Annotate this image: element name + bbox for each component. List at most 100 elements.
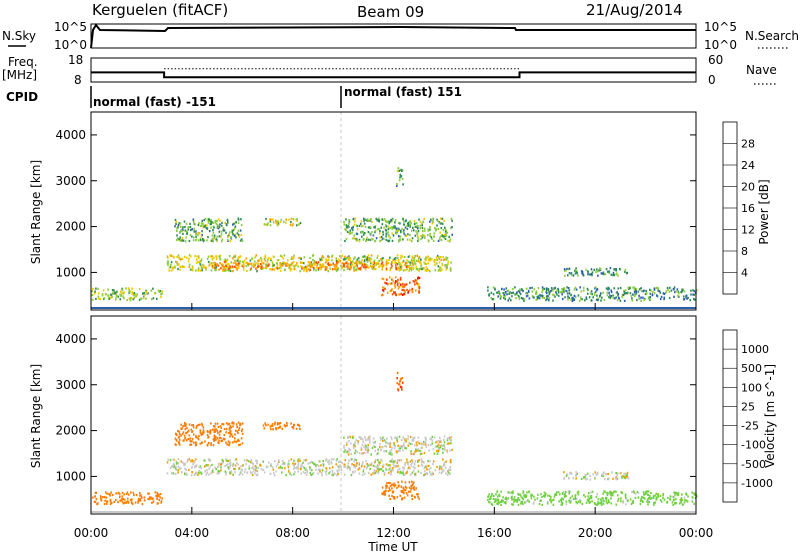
echo-pixel bbox=[444, 228, 447, 231]
echo-pixel bbox=[395, 232, 398, 235]
echo-pixel bbox=[407, 438, 409, 441]
echo-pixel bbox=[565, 269, 567, 272]
echo-pixel bbox=[544, 495, 546, 498]
echo-pixel bbox=[96, 503, 98, 506]
echo-pixel bbox=[372, 472, 374, 475]
echo-pixel bbox=[197, 438, 200, 441]
echo-pixel bbox=[637, 496, 640, 499]
echo-pixel bbox=[432, 448, 435, 451]
echo-pixel bbox=[200, 266, 203, 269]
echo-pixel bbox=[290, 263, 292, 266]
echo-pixel bbox=[428, 449, 431, 452]
echo-pixel bbox=[389, 466, 392, 469]
echo-pixel bbox=[547, 501, 549, 504]
echo-pixel bbox=[607, 499, 610, 502]
echo-pixel bbox=[403, 443, 405, 446]
echo-pixel bbox=[643, 493, 645, 496]
echo-pixel bbox=[232, 233, 234, 236]
echo-pixel bbox=[138, 288, 141, 291]
echo-pixel bbox=[406, 461, 408, 464]
echo-pixel bbox=[655, 496, 658, 499]
echo-pixel bbox=[225, 431, 227, 434]
echo-pixel bbox=[624, 493, 627, 496]
echo-pixel bbox=[225, 422, 228, 425]
echo-pixel bbox=[498, 292, 501, 295]
echo-pixel bbox=[187, 226, 190, 229]
echo-pixel bbox=[223, 438, 226, 441]
echo-pixel bbox=[685, 493, 688, 496]
echo-pixel bbox=[365, 266, 368, 269]
echo-pixel bbox=[381, 293, 384, 297]
echo-pixel bbox=[193, 227, 195, 230]
echo-pixel bbox=[142, 292, 144, 295]
echo-pixel bbox=[492, 286, 495, 289]
echo-pixel bbox=[210, 269, 213, 272]
echo-pixel bbox=[572, 274, 575, 277]
echo-pixel bbox=[566, 473, 568, 476]
echo-pixel bbox=[219, 256, 221, 259]
echo-pixel bbox=[569, 496, 572, 500]
echo-pixel bbox=[409, 281, 411, 284]
echo-pixel bbox=[690, 293, 692, 296]
echo-pixel bbox=[277, 259, 280, 262]
echo-pixel bbox=[389, 468, 392, 471]
echo-pixel bbox=[608, 501, 610, 504]
echo-pixel bbox=[503, 288, 505, 291]
echo-pixel bbox=[443, 435, 446, 438]
echo-pixel bbox=[329, 263, 332, 266]
echo-pixel bbox=[210, 255, 212, 258]
echo-pixel bbox=[225, 471, 227, 474]
echo-pixel bbox=[383, 491, 385, 494]
echo-pixel bbox=[436, 262, 438, 265]
cpid-label: CPID bbox=[6, 90, 38, 104]
echo-pixel bbox=[315, 468, 317, 471]
echo-pixel bbox=[177, 263, 180, 266]
echo-pixel bbox=[402, 466, 404, 469]
echo-pixel bbox=[225, 266, 228, 269]
echo-pixel bbox=[524, 501, 526, 504]
echo-pixel bbox=[278, 460, 280, 463]
echo-pixel bbox=[430, 236, 433, 239]
echo-pixel bbox=[251, 264, 253, 267]
echo-pixel bbox=[260, 267, 263, 270]
echo-pixel bbox=[394, 219, 397, 222]
echo-pixel bbox=[369, 264, 372, 268]
echo-pixel bbox=[320, 266, 322, 269]
echo-pixel bbox=[358, 452, 361, 455]
echo-pixel bbox=[140, 297, 143, 300]
echo-pixel bbox=[627, 286, 629, 289]
echo-pixel bbox=[222, 269, 224, 272]
echo-pixel bbox=[176, 255, 178, 258]
echo-pixel bbox=[588, 501, 591, 505]
nsky-tick-bottom: 10^0 bbox=[54, 38, 87, 52]
echo-pixel bbox=[682, 503, 684, 506]
echo-pixel bbox=[190, 460, 192, 463]
echo-pixel bbox=[406, 227, 409, 230]
echo-pixel bbox=[241, 432, 244, 435]
echo-pixel bbox=[412, 461, 414, 464]
echo-pixel bbox=[443, 258, 446, 261]
echo-pixel bbox=[356, 461, 358, 464]
echo-pixel bbox=[167, 260, 169, 263]
echo-pixel bbox=[606, 294, 609, 297]
echo-pixel bbox=[372, 437, 375, 440]
echo-pixel bbox=[527, 289, 530, 292]
echo-pixel bbox=[596, 503, 598, 506]
echo-pixel bbox=[346, 466, 349, 469]
echo-pixel bbox=[184, 467, 186, 470]
echo-pixel bbox=[414, 263, 417, 266]
echo-pixel bbox=[615, 296, 617, 299]
echo-pixel bbox=[412, 486, 415, 489]
echo-pixel bbox=[387, 228, 390, 231]
echo-pixel bbox=[603, 490, 605, 493]
echo-pixel bbox=[322, 459, 324, 463]
echo-pixel bbox=[410, 222, 412, 225]
echo-pixel bbox=[398, 293, 401, 296]
echo-pixel bbox=[95, 297, 97, 300]
echo-pixel bbox=[409, 220, 411, 223]
power-colorbar-label: Power [dB] bbox=[757, 179, 771, 244]
echo-pixel bbox=[302, 262, 305, 265]
echo-pixel bbox=[202, 426, 205, 429]
echo-pixel bbox=[577, 274, 579, 277]
echo-pixel bbox=[397, 444, 399, 447]
